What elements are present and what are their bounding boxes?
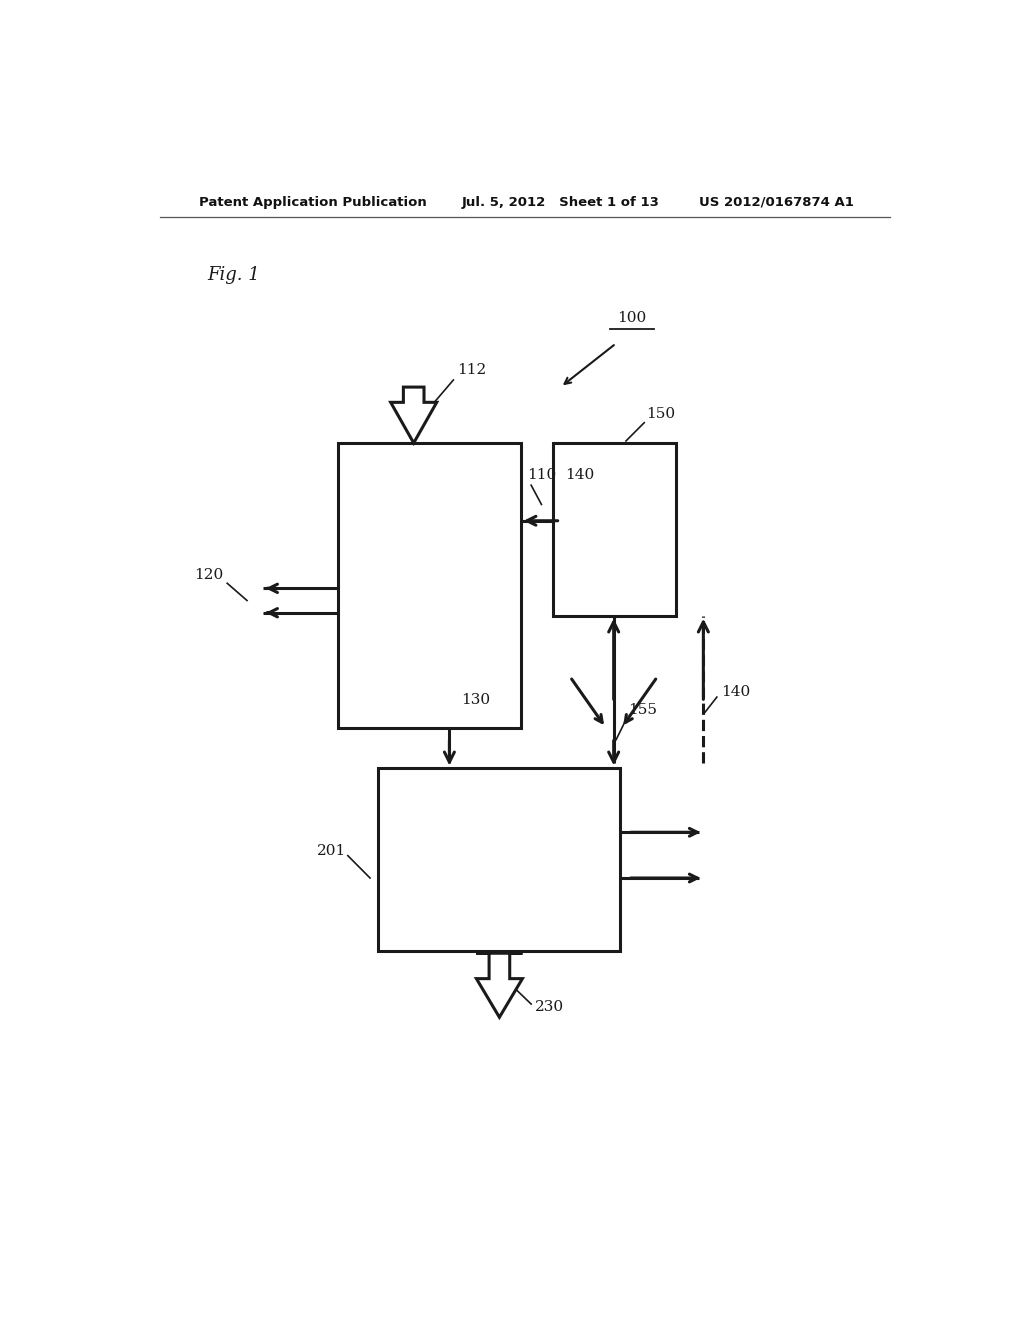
Text: Fig. 1: Fig. 1 [207, 267, 260, 284]
Text: 120: 120 [194, 568, 223, 582]
Polygon shape [476, 953, 522, 1018]
Polygon shape [391, 387, 436, 444]
Text: 150: 150 [646, 407, 675, 421]
Text: 201: 201 [317, 843, 346, 858]
Text: US 2012/0167874 A1: US 2012/0167874 A1 [699, 195, 854, 209]
Text: 112: 112 [458, 363, 486, 378]
Text: 110: 110 [527, 469, 556, 482]
Text: 100: 100 [617, 312, 646, 325]
Text: 140: 140 [565, 469, 595, 482]
Bar [338, 444, 521, 727]
Text: 130: 130 [462, 693, 490, 708]
Text: 140: 140 [721, 685, 750, 700]
Text: 230: 230 [536, 1001, 564, 1014]
Bar [553, 444, 676, 615]
Text: Jul. 5, 2012   Sheet 1 of 13: Jul. 5, 2012 Sheet 1 of 13 [461, 195, 659, 209]
Text: 155: 155 [628, 704, 657, 718]
Bar [378, 768, 621, 952]
Text: Patent Application Publication: Patent Application Publication [200, 195, 427, 209]
